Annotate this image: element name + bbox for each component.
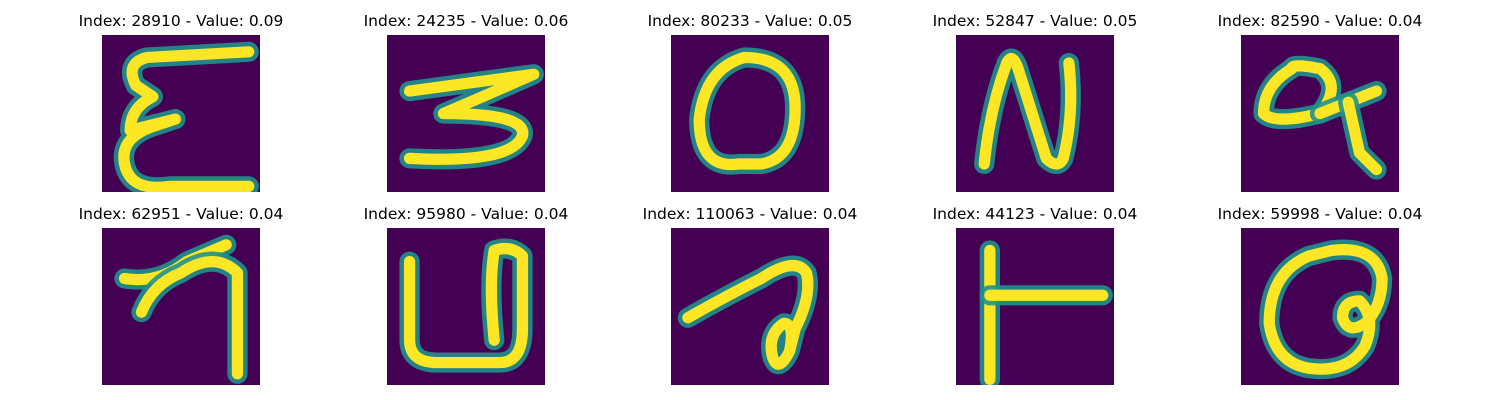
stroke-core: [1342, 96, 1383, 176]
stroke-core: [403, 68, 540, 165]
panel-title: Index: 80233 - Value: 0.05: [647, 12, 853, 30]
stroke-core: [682, 260, 814, 370]
panel-title: Index: 59998 - Value: 0.04: [1217, 205, 1423, 223]
digit-image: [671, 228, 829, 385]
stroke-core: [978, 53, 1077, 170]
stroke-core: [693, 51, 801, 171]
panel-title: Index: 95980 - Value: 0.04: [363, 205, 569, 223]
digit-image: [102, 228, 260, 385]
digit-image: [102, 35, 260, 192]
digit-image: [671, 35, 829, 192]
panel-title: Index: 44123 - Value: 0.04: [932, 205, 1138, 223]
panel-title: Index: 62951 - Value: 0.04: [78, 205, 284, 223]
panel-title: Index: 110063 - Value: 0.04: [642, 205, 858, 223]
stroke-core: [403, 242, 529, 369]
digit-image: [956, 35, 1114, 192]
panel-title: Index: 82590 - Value: 0.04: [1217, 12, 1423, 30]
digit-image: [1241, 35, 1399, 192]
panel-title: Index: 24235 - Value: 0.06: [363, 12, 569, 30]
panel-title: Index: 52847 - Value: 0.05: [932, 12, 1138, 30]
digit-image: [387, 35, 545, 192]
stroke-core: [135, 256, 244, 380]
stroke-core: [118, 46, 255, 192]
stroke-core: [1263, 244, 1388, 375]
digit-image: [1241, 228, 1399, 385]
digit-image: [956, 228, 1114, 385]
panel-title: Index: 28910 - Value: 0.09: [78, 12, 284, 30]
digit-image: [387, 228, 545, 385]
